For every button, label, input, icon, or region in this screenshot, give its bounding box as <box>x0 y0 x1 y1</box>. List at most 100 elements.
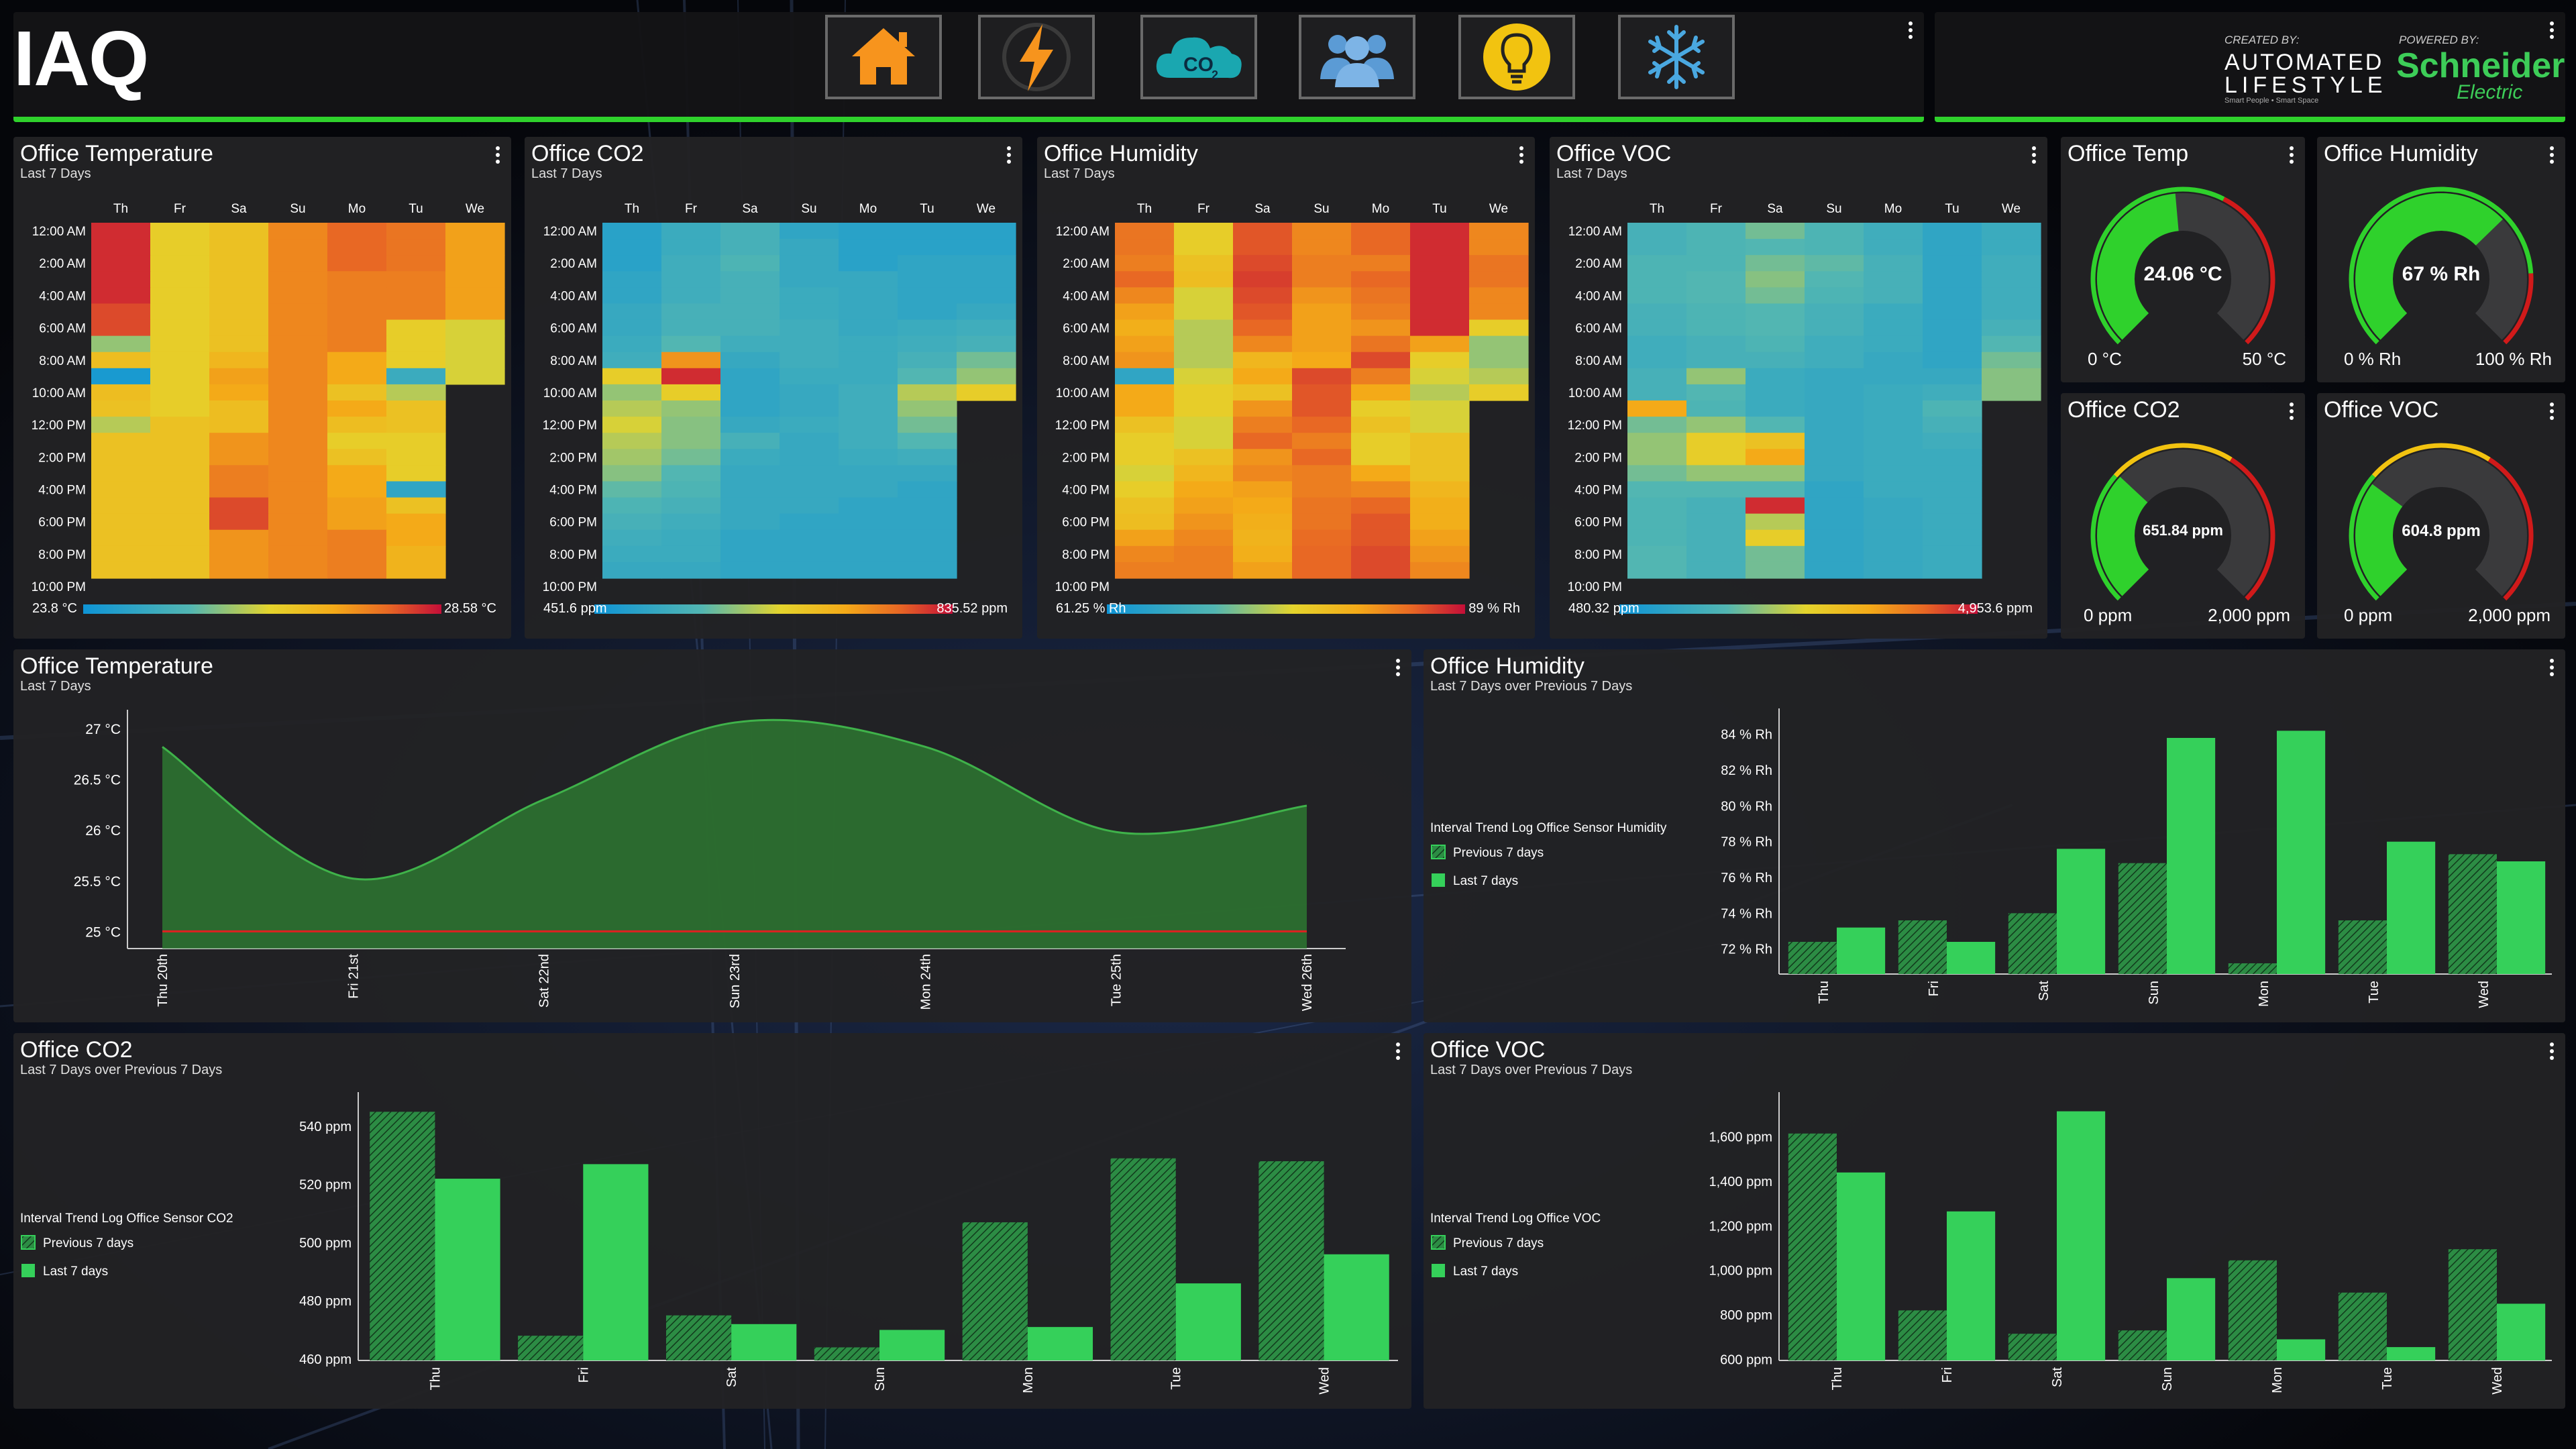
heatmap-day-label: Sa <box>1254 202 1271 216</box>
legend-label-previous: Previous 7 days <box>1453 1236 1544 1250</box>
heatmap-cell <box>780 384 839 401</box>
heatmap-cell <box>1923 561 1982 579</box>
heatmap-menu-button[interactable] <box>494 144 502 166</box>
heatmap-day-label: Mo <box>348 202 366 216</box>
bar-y-tick: 600 ppm <box>1720 1352 1772 1367</box>
heatmap-cell <box>780 481 839 498</box>
heatmap-cell <box>780 433 839 449</box>
heatmap-time-label: 2:00 AM <box>39 257 86 271</box>
heatmap-cell <box>386 319 446 337</box>
heatmap-chart: Th Fr Sa Su Mo Tu We 12:00 AM 2:00 AM 4:00 AM 6:00… <box>543 202 1016 614</box>
heatmap-cell <box>209 319 269 337</box>
heatmap-cell <box>1627 287 1687 305</box>
gauge-menu-button[interactable] <box>2288 400 2296 423</box>
heatmap-cell <box>1864 433 1923 449</box>
heatmap-cell <box>1627 319 1687 337</box>
heatmap-cell <box>1174 239 1234 256</box>
heatmap-cell <box>1115 287 1175 305</box>
heatmap-cell <box>602 319 662 337</box>
gauge-title: Office Temp <box>2068 141 2189 166</box>
chart-menu-button[interactable] <box>2548 656 2556 679</box>
bar-x-tick: Tue <box>2380 1367 2395 1390</box>
gauge-menu-button[interactable] <box>2548 144 2556 166</box>
heatmap-cell <box>1746 255 1805 272</box>
heatmap-cell <box>386 303 446 321</box>
heatmap-subtitle: Last 7 Days <box>1044 166 1115 181</box>
humidity-comparison-panel: Office Humidity Last 7 Days over Previou… <box>1424 649 2565 1022</box>
heatmap-cell <box>150 368 210 385</box>
heatmap-cell <box>209 545 269 563</box>
heatmap-cell <box>1686 545 1746 563</box>
bar-x-tick: Sat <box>2037 981 2051 1001</box>
heatmap-cell <box>720 335 780 353</box>
legend-swatch-previous <box>1431 845 1446 859</box>
heatmap-cell <box>1627 368 1687 385</box>
nav-energy-button[interactable] <box>978 15 1095 99</box>
heatmap-time-label: 4:00 PM <box>549 484 597 498</box>
heatmap-cell <box>661 481 721 498</box>
heatmap-day-label: Tu <box>1945 202 1959 216</box>
heatmap-cell <box>1351 545 1411 563</box>
heatmap-cell <box>1746 239 1805 256</box>
nav-lighting-button[interactable] <box>1458 15 1575 99</box>
chart-menu-button[interactable] <box>1394 656 1402 679</box>
heatmap-time-label: 12:00 AM <box>1568 225 1622 239</box>
heatmap-cell <box>268 303 328 321</box>
bar-x-tick: Sun <box>2160 1367 2175 1391</box>
gauge-value: 604.8 ppm <box>2402 522 2481 540</box>
heatmap-cell <box>386 400 446 417</box>
chart-menu-button[interactable] <box>1394 1040 1402 1063</box>
bar-previous <box>1258 1161 1324 1360</box>
nav-co2-button[interactable]: CO 2 <box>1140 15 1257 99</box>
heatmap-max-label: 4,953.6 ppm <box>1957 601 2033 616</box>
heatmap-cell <box>268 384 328 401</box>
heatmap-cell <box>1115 465 1175 482</box>
bar-last <box>1837 1172 1886 1360</box>
heatmap-cell <box>91 239 151 256</box>
header-menu-button[interactable] <box>1907 19 1915 42</box>
heatmap-cell <box>268 352 328 369</box>
heatmap-cell <box>602 384 662 401</box>
heatmap-cell <box>1923 529 1982 547</box>
chart-title: Office VOC <box>1430 1037 1546 1063</box>
heatmap-cell <box>1923 481 1982 498</box>
gauge-menu-button[interactable] <box>2548 400 2556 423</box>
area-y-tick: 27 °C <box>85 722 121 737</box>
heatmap-cell <box>1746 481 1805 498</box>
heatmap-cell <box>91 255 151 272</box>
heatmap-menu-button[interactable] <box>2030 144 2038 166</box>
branding-menu-button[interactable] <box>2548 19 2556 42</box>
gauge-menu-button[interactable] <box>2288 144 2296 166</box>
bar-last <box>2167 738 2216 974</box>
heatmap-cell <box>1469 319 1529 337</box>
bar-last <box>1947 1211 1996 1360</box>
heatmap-cell <box>1805 368 1864 385</box>
heatmap-cell <box>1174 335 1234 353</box>
heatmap-cell <box>268 368 328 385</box>
heatmap-cell <box>1627 271 1687 288</box>
gauge-dial <box>2090 186 2275 345</box>
temperature-trend-panel: Office Temperature Last 7 Days 27 °C 26.5… <box>13 649 1411 1022</box>
heatmap-cell <box>1746 513 1805 531</box>
heatmap-cell <box>1174 465 1234 482</box>
heatmap-time-label: 8:00 PM <box>549 548 597 562</box>
heatmap-cell <box>720 529 780 547</box>
heatmap-cell <box>445 368 505 385</box>
bar-previous <box>665 1315 732 1360</box>
heatmap-cell <box>268 465 328 482</box>
heatmap-cell <box>1686 255 1746 272</box>
heatmap-cell <box>1292 335 1352 353</box>
nav-occupancy-button[interactable] <box>1299 15 1415 99</box>
heatmap-cell <box>1469 239 1529 256</box>
heatmap-cell <box>1469 352 1529 369</box>
nav-hvac-button[interactable] <box>1618 15 1735 99</box>
heatmap-cell <box>91 561 151 579</box>
bar-last <box>2387 841 2436 974</box>
heatmap-menu-button[interactable] <box>1517 144 1525 166</box>
chart-menu-button[interactable] <box>2548 1040 2556 1063</box>
nav-home-button[interactable] <box>825 15 942 99</box>
heatmap-menu-button[interactable] <box>1005 144 1013 166</box>
heatmap-panel-humidity: Office Humidity Last 7 Days Th Fr Sa Su Mo Tu… <box>1037 137 1535 639</box>
heatmap-cell <box>1864 481 1923 498</box>
heatmap-title: Office CO2 <box>531 141 644 166</box>
